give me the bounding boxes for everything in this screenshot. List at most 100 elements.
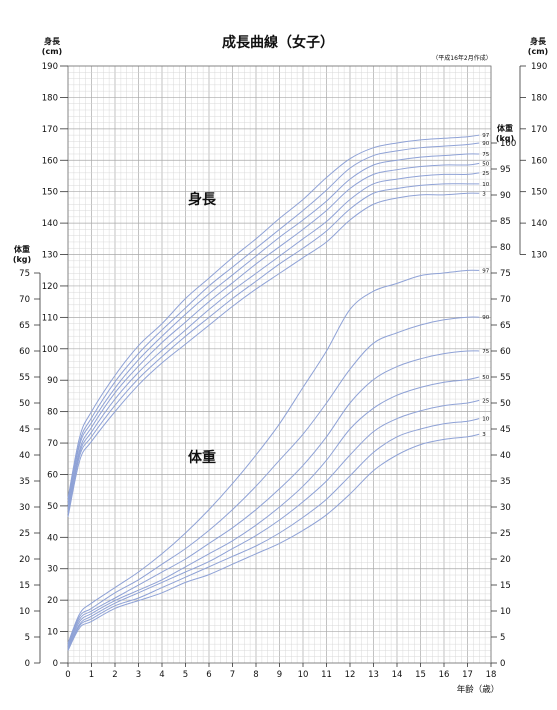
left-height-tick-label: 160	[42, 156, 58, 166]
x-tick-label: 11	[321, 670, 332, 680]
left-height-tick-label: 150	[42, 188, 58, 198]
right-weight-tick-label: 90	[500, 191, 511, 201]
left-weight-axis-unit: (kg)	[13, 255, 31, 264]
x-tick-label: 14	[392, 670, 403, 680]
left-height-tick-label: 180	[42, 93, 58, 103]
right-weight-axis-unit: (kg)	[496, 134, 514, 143]
left-weight-tick-label: 25	[19, 529, 30, 539]
right-weight-tick-label: 70	[500, 295, 511, 305]
right-weight-tick-label: 10	[500, 607, 511, 617]
weight-curve-p3	[67, 433, 480, 651]
right-height-tick-label: 170	[531, 125, 547, 135]
left-weight-tick-label: 50	[19, 399, 30, 409]
height-percentile-label-p10: 10	[482, 182, 489, 188]
height-percentile-label-p50: 50	[482, 161, 489, 167]
left-weight-tick-label: 70	[19, 295, 30, 305]
weight-curve-p90	[67, 316, 480, 645]
chart-title: 成長曲線（女子）	[222, 34, 334, 51]
left-height-tick-label: 50	[47, 502, 58, 512]
left-height-tick-label: 30	[47, 565, 58, 575]
weight-curve-p10	[67, 418, 480, 650]
right-weight-tick-label: 20	[500, 555, 511, 565]
right-height-tick-label: 150	[531, 188, 547, 198]
left-height-tick-label: 130	[42, 251, 58, 261]
left-height-tick-label: 90	[47, 376, 58, 386]
right-weight-tick-label: 80	[500, 243, 511, 253]
x-tick-label: 5	[183, 670, 188, 680]
height-percentile-label-p25: 25	[482, 171, 489, 177]
weight-percentile-label-p75: 75	[482, 349, 489, 355]
left-weight-tick-label: 15	[19, 581, 30, 591]
left-height-tick-label: 40	[47, 533, 58, 543]
height-curve-p97	[67, 134, 480, 499]
right-weight-tick-label: 15	[500, 581, 511, 591]
right-height-tick-label: 160	[531, 156, 547, 166]
right-height-tick-label: 180	[531, 93, 547, 103]
height-percentile-label-p3: 3	[482, 191, 486, 197]
left-height-tick-label: 0	[53, 659, 58, 669]
chart-subtitle: （平成16年2月作成）	[432, 54, 491, 62]
right-weight-tick-label: 95	[500, 165, 511, 175]
x-tick-label: 2	[112, 670, 117, 680]
left-weight-tick-label: 55	[19, 373, 30, 383]
x-tick-label: 3	[136, 670, 141, 680]
left-height-tick-label: 70	[47, 439, 58, 449]
weight-percentile-label-p97: 97	[482, 268, 489, 274]
height-percentile-label-p90: 90	[482, 141, 489, 147]
x-tick-label: 12	[345, 670, 356, 680]
right-weight-tick-label: 85	[500, 217, 511, 227]
left-height-tick-label: 20	[47, 596, 58, 606]
right-height-tick-label: 190	[531, 62, 547, 72]
left-weight-tick-label: 45	[19, 425, 30, 435]
left-weight-tick-label: 10	[19, 607, 30, 617]
weight-region-label: 体重	[188, 449, 216, 466]
x-tick-label: 9	[277, 670, 282, 680]
x-tick-label: 4	[159, 670, 164, 680]
height-curve-p75	[67, 153, 480, 505]
weight-curve-p25	[67, 399, 480, 649]
height-percentile-label-p97: 97	[482, 133, 489, 139]
right-weight-tick-label: 25	[500, 529, 511, 539]
right-height-axis-unit: (cm)	[528, 47, 548, 56]
weight-curve-p50	[67, 376, 480, 648]
right-weight-tick-label: 75	[500, 269, 511, 279]
left-weight-tick-label: 65	[19, 321, 30, 331]
right-weight-tick-label: 0	[500, 659, 505, 669]
left-weight-tick-label: 20	[19, 555, 30, 565]
right-weight-tick-label: 50	[500, 399, 511, 409]
x-tick-label: 7	[230, 670, 235, 680]
left-height-tick-label: 110	[42, 313, 58, 323]
right-weight-tick-label: 100	[500, 139, 516, 149]
grid	[67, 65, 492, 664]
x-tick-label: 1	[89, 670, 94, 680]
left-height-tick-label: 190	[42, 62, 58, 72]
x-tick-label: 0	[65, 670, 70, 680]
left-height-tick-label: 80	[47, 408, 58, 418]
height-curve-p10	[67, 183, 480, 514]
height-curve-p3	[67, 192, 480, 517]
left-height-tick-label: 170	[42, 125, 58, 135]
right-height-tick-label: 140	[531, 219, 547, 229]
height-curve-p50	[67, 162, 480, 508]
height-region-label: 身長	[188, 191, 217, 208]
left-weight-tick-label: 35	[19, 477, 30, 487]
x-tick-label: 15	[415, 670, 426, 680]
left-height-axis-label: 身長	[44, 36, 61, 46]
left-weight-tick-label: 60	[19, 347, 30, 357]
right-weight-tick-label: 5	[500, 633, 505, 643]
left-weight-tick-label: 75	[19, 269, 30, 279]
axes: 1901801701601501401301201101009080706050…	[19, 62, 547, 680]
weight-percentile-label-p3: 3	[482, 432, 486, 438]
x-tick-label: 8	[253, 670, 258, 680]
left-height-tick-label: 100	[42, 345, 58, 355]
left-height-tick-label: 120	[42, 282, 58, 292]
weight-curve-p97	[67, 269, 480, 644]
weight-curve-p75	[67, 350, 480, 647]
x-axis-label: 年齢（歳）	[457, 684, 500, 695]
right-height-axis-label: 身長	[530, 36, 547, 46]
left-weight-tick-label: 5	[25, 633, 30, 643]
left-height-tick-label: 10	[47, 628, 58, 638]
right-weight-tick-label: 35	[500, 477, 511, 487]
height-curve-p25	[67, 172, 480, 511]
